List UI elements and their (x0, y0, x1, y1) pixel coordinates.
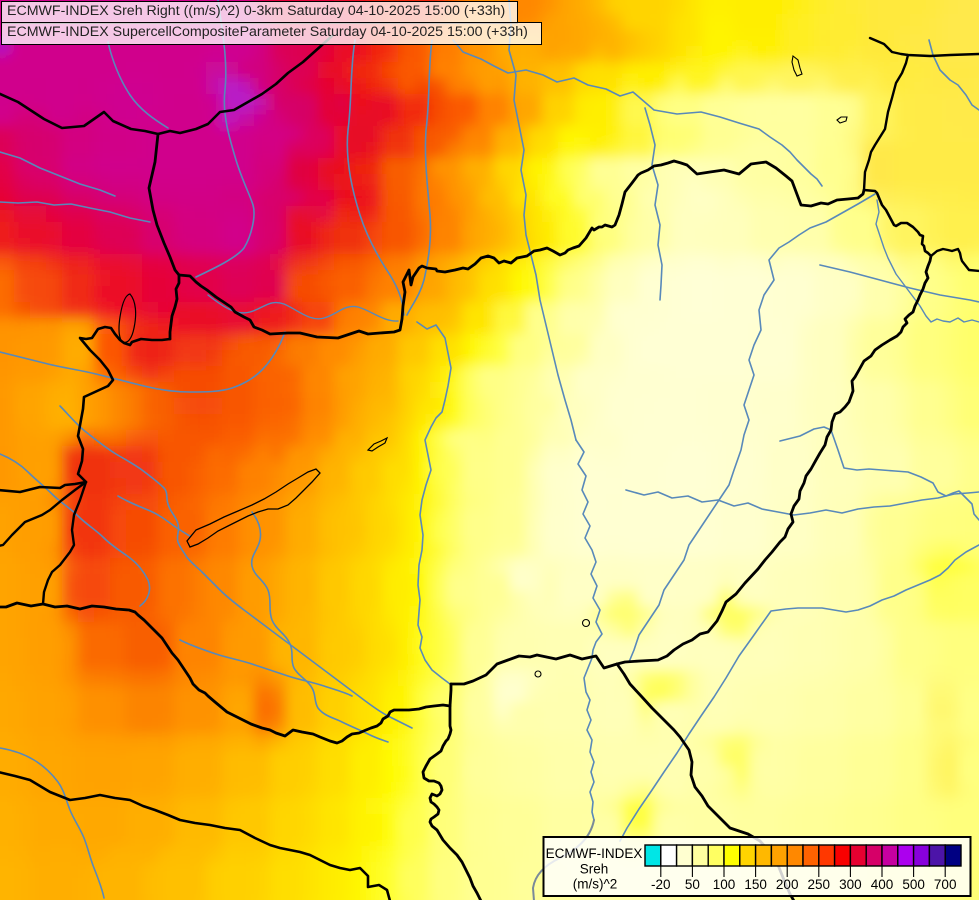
svg-text:50: 50 (685, 877, 700, 892)
svg-text:150: 150 (744, 877, 767, 892)
svg-text:Sreh: Sreh (580, 862, 609, 877)
svg-text:200: 200 (776, 877, 799, 892)
svg-text:-20: -20 (651, 877, 671, 892)
svg-text:ECMWF-INDEX: ECMWF-INDEX (546, 846, 643, 861)
svg-text:300: 300 (839, 877, 862, 892)
svg-text:500: 500 (902, 877, 925, 892)
svg-text:250: 250 (808, 877, 831, 892)
svg-text:100: 100 (713, 877, 736, 892)
svg-text:700: 700 (934, 877, 957, 892)
svg-text:(m/s)^2: (m/s)^2 (573, 877, 618, 892)
svg-text:400: 400 (871, 877, 894, 892)
